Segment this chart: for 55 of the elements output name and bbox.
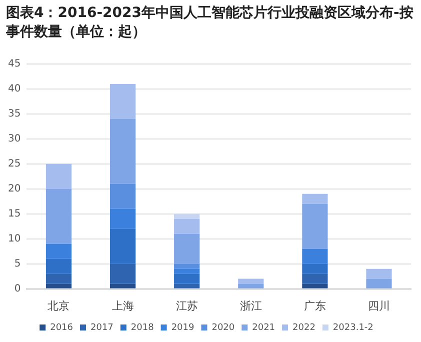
bar (46, 244, 72, 259)
x-tick-label: 北京 (48, 299, 70, 312)
bar (46, 258, 72, 274)
legend-label: 2023.1-2 (332, 322, 374, 333)
bar (110, 208, 136, 229)
y-tick-label: 0 (14, 283, 21, 294)
y-tick-label: 5 (14, 258, 21, 270)
bar (302, 204, 328, 249)
bar (110, 118, 136, 184)
bar (174, 214, 200, 219)
y-tick-label: 10 (8, 233, 21, 244)
bar (366, 278, 392, 288)
bar (110, 284, 136, 288)
legend-label: 2016 (50, 322, 74, 333)
y-tick-label: 25 (8, 158, 21, 170)
bar (46, 274, 72, 284)
bar (174, 218, 200, 234)
x-tick-label: 浙江 (240, 299, 262, 312)
y-tick-label: 40 (8, 84, 21, 95)
bar (110, 184, 136, 209)
legend-label: 2020 (212, 322, 235, 333)
x-tick-label: 上海 (112, 299, 134, 312)
bar (174, 264, 200, 269)
bar (110, 264, 136, 284)
legend-label: 2022 (292, 322, 316, 333)
y-tick-label: 20 (8, 183, 21, 194)
x-tick-label: 四川 (368, 299, 390, 312)
bar (302, 274, 328, 284)
bar (174, 234, 200, 264)
bar (174, 268, 200, 274)
y-tick-label: 35 (8, 108, 21, 120)
y-tick-label: 45 (8, 58, 21, 70)
bar (302, 194, 328, 204)
bar (238, 278, 264, 284)
legend-label: 2018 (130, 322, 154, 333)
x-tick-label: 江苏 (176, 299, 198, 312)
bar (174, 284, 200, 288)
bar (46, 188, 72, 244)
legend-label: 2021 (252, 322, 276, 333)
legend-label: 2017 (90, 322, 114, 333)
bar (46, 284, 72, 288)
bar (238, 284, 264, 288)
bar (302, 248, 328, 264)
legend-label: 2019 (171, 322, 194, 333)
x-tick-label: 广东 (304, 299, 326, 312)
bar (110, 84, 136, 119)
bar (110, 228, 136, 264)
y-tick-label: 15 (8, 208, 21, 220)
bar (302, 264, 328, 274)
chart-title: 图表4：2016-2023年中国人工智能芯片行业投融资区域分布-按事件数量（单位：起） (5, 4, 414, 42)
bar (366, 268, 392, 279)
bar (46, 164, 72, 189)
bar (174, 274, 200, 284)
bar (302, 284, 328, 288)
y-tick-label: 30 (8, 134, 21, 145)
